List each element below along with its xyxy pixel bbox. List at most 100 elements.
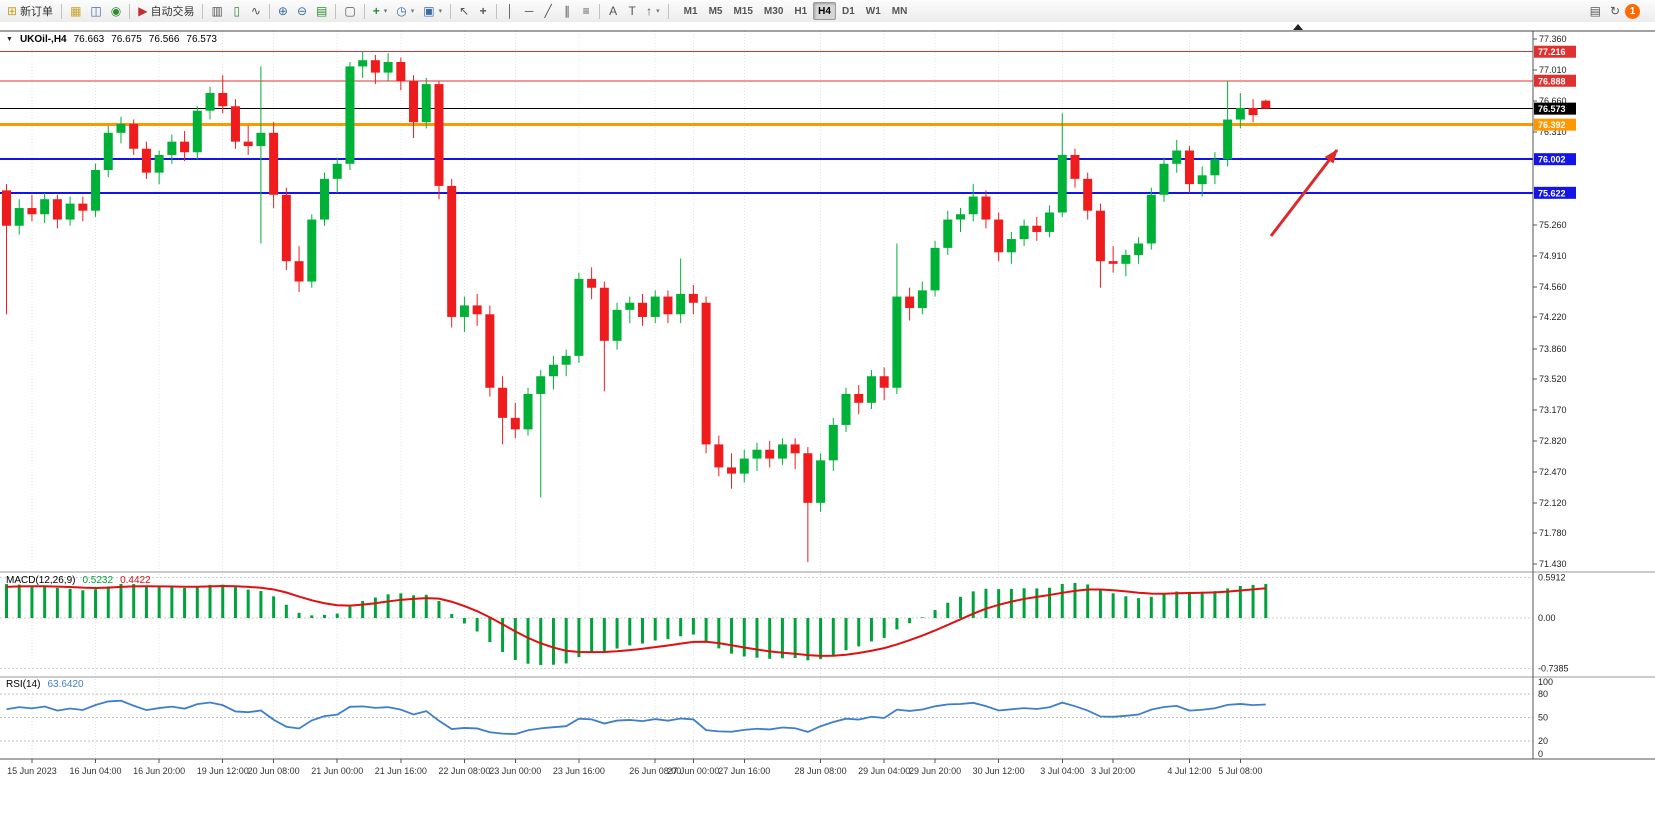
candle-body [78,203,88,211]
timeframe-button-w1[interactable]: W1 [861,2,886,20]
timeframe-button-h4[interactable]: H4 [813,2,836,20]
grid-button[interactable]: ▤ [312,2,331,20]
candle-body [358,60,368,67]
macd-scale-label: 0.5912 [1538,573,1566,583]
price-tick-label: 72.120 [1539,498,1567,508]
candle-body [1070,154,1080,179]
refresh-button[interactable]: ↻ [1606,2,1624,20]
crosshair-button[interactable]: + [474,2,492,20]
price-tick-label: 73.170 [1539,405,1567,415]
annotation-arrow[interactable] [1269,149,1339,237]
arrows-button[interactable]: ↑ ▾ [642,2,664,20]
data-window-button[interactable]: ◫ [86,2,105,20]
price-badge-label: 76.888 [1538,76,1566,86]
arrow-tool-icon: ↑ [646,4,653,18]
channel-button[interactable]: ∥ [558,2,576,20]
time-axis-label: 21 Jun 00:00 [311,766,363,776]
navigator-button[interactable]: ◉ [107,2,125,20]
time-axis-label: 30 Jun 12:00 [973,766,1025,776]
toolbar-separator [335,3,337,19]
horizontal-line-icon: ─ [524,4,534,18]
timeframe-button-h1[interactable]: H1 [789,2,812,20]
new-order-label: 新订单 [20,6,54,18]
chart-canvas[interactable]: 0.59120.00-0.7385100805020077.36077.0107… [0,22,1655,828]
candle-body [218,92,228,107]
candle-body [434,84,444,186]
templates-button[interactable]: ▣ ▾ [419,2,446,20]
indicators-button[interactable]: + ▾ [369,2,392,20]
timeframe-button-m5[interactable]: M5 [704,2,728,20]
price-tick-label: 75.260 [1539,220,1567,230]
candle-body [905,296,915,309]
chart-bars-button[interactable]: ▥ [207,2,226,20]
autotrading-button[interactable]: ▶ 自动交易 [134,2,198,20]
candle-body [968,196,978,215]
candle-body [396,61,406,82]
candle-body [332,163,342,179]
toolbar-separator [363,3,365,19]
time-axis-label: 26 Jun 08:00 [629,766,681,776]
macd-main-value: 0.5232 [82,575,114,586]
price-tick-label: 72.820 [1539,436,1567,446]
candle-body [40,199,50,215]
macd-scale-label: -0.7385 [1538,663,1569,673]
candle-body [1032,225,1042,232]
candle-body [205,92,215,111]
candle-body [587,278,597,288]
price-tick-label: 73.520 [1539,374,1567,384]
zoom-out-button[interactable]: ⊖ [293,2,311,20]
candle-body [943,219,953,248]
timeframe-button-m30[interactable]: M30 [759,2,788,20]
candle-body [1248,108,1258,116]
zoom-in-button[interactable]: ⊕ [274,2,292,20]
trendline-button[interactable]: ╱ [539,2,557,20]
timeframe-button-d1[interactable]: D1 [837,2,860,20]
tile-windows-button[interactable]: ▢ [340,2,359,20]
text-label-button[interactable]: T [623,2,641,20]
vertical-line-button[interactable]: │ [501,2,519,20]
timeframe-button-m15[interactable]: M15 [728,2,757,20]
candle-body [536,376,546,394]
new-order-button[interactable]: ⊞ 新订单 [3,2,57,20]
rsi-scale-label: 50 [1538,713,1548,723]
candle-body [574,278,584,356]
candle-body [816,460,826,503]
market-watch-button[interactable]: ▦ [66,2,85,20]
macd-indicator-label: MACD(12,26,9) 0.5232 0.4422 [6,575,151,586]
horizontal-line-button[interactable]: ─ [520,2,538,20]
notification-badge[interactable]: 1 [1625,3,1640,19]
price-badge-label: 75.622 [1538,188,1566,198]
candle-body [1210,159,1220,176]
text-button[interactable]: A [604,2,622,20]
chart-candles-button[interactable]: ▯ [228,2,246,20]
fibonacci-button[interactable]: ≡ [577,2,595,20]
rsi-scale-label: 80 [1538,689,1548,699]
cursor-button[interactable]: ↖ [455,2,473,20]
time-axis-label: 3 Jul 20:00 [1091,766,1135,776]
chart-shift-marker-icon[interactable] [1293,24,1303,30]
candle-body [447,185,457,317]
periods-button[interactable]: ◷ ▾ [392,2,418,20]
candle-body [1146,194,1156,244]
candle-body [548,364,558,377]
candle-body [892,296,902,388]
timeframe-button-mn[interactable]: MN [887,2,913,20]
candle-body [612,309,622,341]
time-axis-label: 27 Jun 00:00 [667,766,719,776]
candle-body [638,302,647,317]
chart-area[interactable]: 0.5912 0.00 -0.7385 100 80 50 20 0 77.360 77.010 7… [0,22,1655,828]
price-tick-label: 77.360 [1539,34,1567,44]
toolbar-separator [268,3,270,19]
candle-body [1172,150,1182,164]
chevron-down-icon: ▾ [656,8,660,15]
timeframe-button-m1[interactable]: M1 [679,2,703,20]
price-tick-label: 76.310 [1539,127,1567,137]
chart-line-button[interactable]: ∿ [247,2,265,20]
candle-body [676,293,686,315]
timeframe-group: M1 M5 M15 M30 H1 H4 D1 W1 MN [679,2,913,20]
price-tick-label: 74.220 [1539,312,1567,322]
collapse-triangle-icon[interactable]: ▼ [6,36,13,43]
time-axis-label: 16 Jun 20:00 [133,766,185,776]
panel-toggle-button[interactable]: ▤ [1586,2,1605,20]
rsi-indicator-label: RSI(14) 63.6420 [6,679,84,690]
